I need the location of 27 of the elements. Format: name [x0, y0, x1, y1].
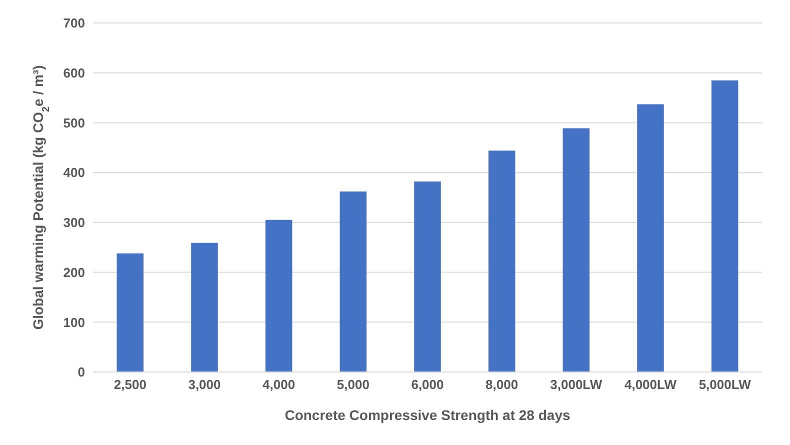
x-axis-title: Concrete Compressive Strength at 28 days [284, 407, 570, 423]
bar [637, 104, 664, 372]
x-tick-label: 4,000 [262, 377, 296, 392]
bar [265, 220, 292, 372]
x-tick-label: 3,000LW [550, 377, 603, 392]
y-tick-label: 400 [63, 165, 85, 180]
y-tick-label: 200 [63, 264, 85, 280]
x-tick-label: 2,500 [114, 377, 146, 392]
x-tick-label: 4,000LW [624, 377, 678, 392]
bar [414, 182, 441, 372]
y-tick-label: 0 [78, 364, 85, 380]
x-tick-label: 6,000 [411, 377, 444, 392]
bar [562, 128, 590, 372]
x-tick-label: 3,000 [188, 377, 221, 392]
y-tick-label: 500 [63, 115, 85, 130]
bar [711, 80, 738, 372]
bar [116, 253, 144, 372]
x-tick-label: 8,000 [486, 377, 518, 392]
y-tick-label: 100 [63, 314, 85, 330]
x-tick-label: 5,000LW [698, 377, 752, 392]
bar [488, 150, 516, 372]
x-tick-label: 5,000 [336, 377, 370, 392]
y-tick-label: 600 [63, 65, 85, 80]
y-tick-label: 700 [63, 16, 85, 31]
bar [340, 192, 367, 372]
y-tick-label: 300 [63, 215, 85, 230]
bar [191, 242, 218, 372]
